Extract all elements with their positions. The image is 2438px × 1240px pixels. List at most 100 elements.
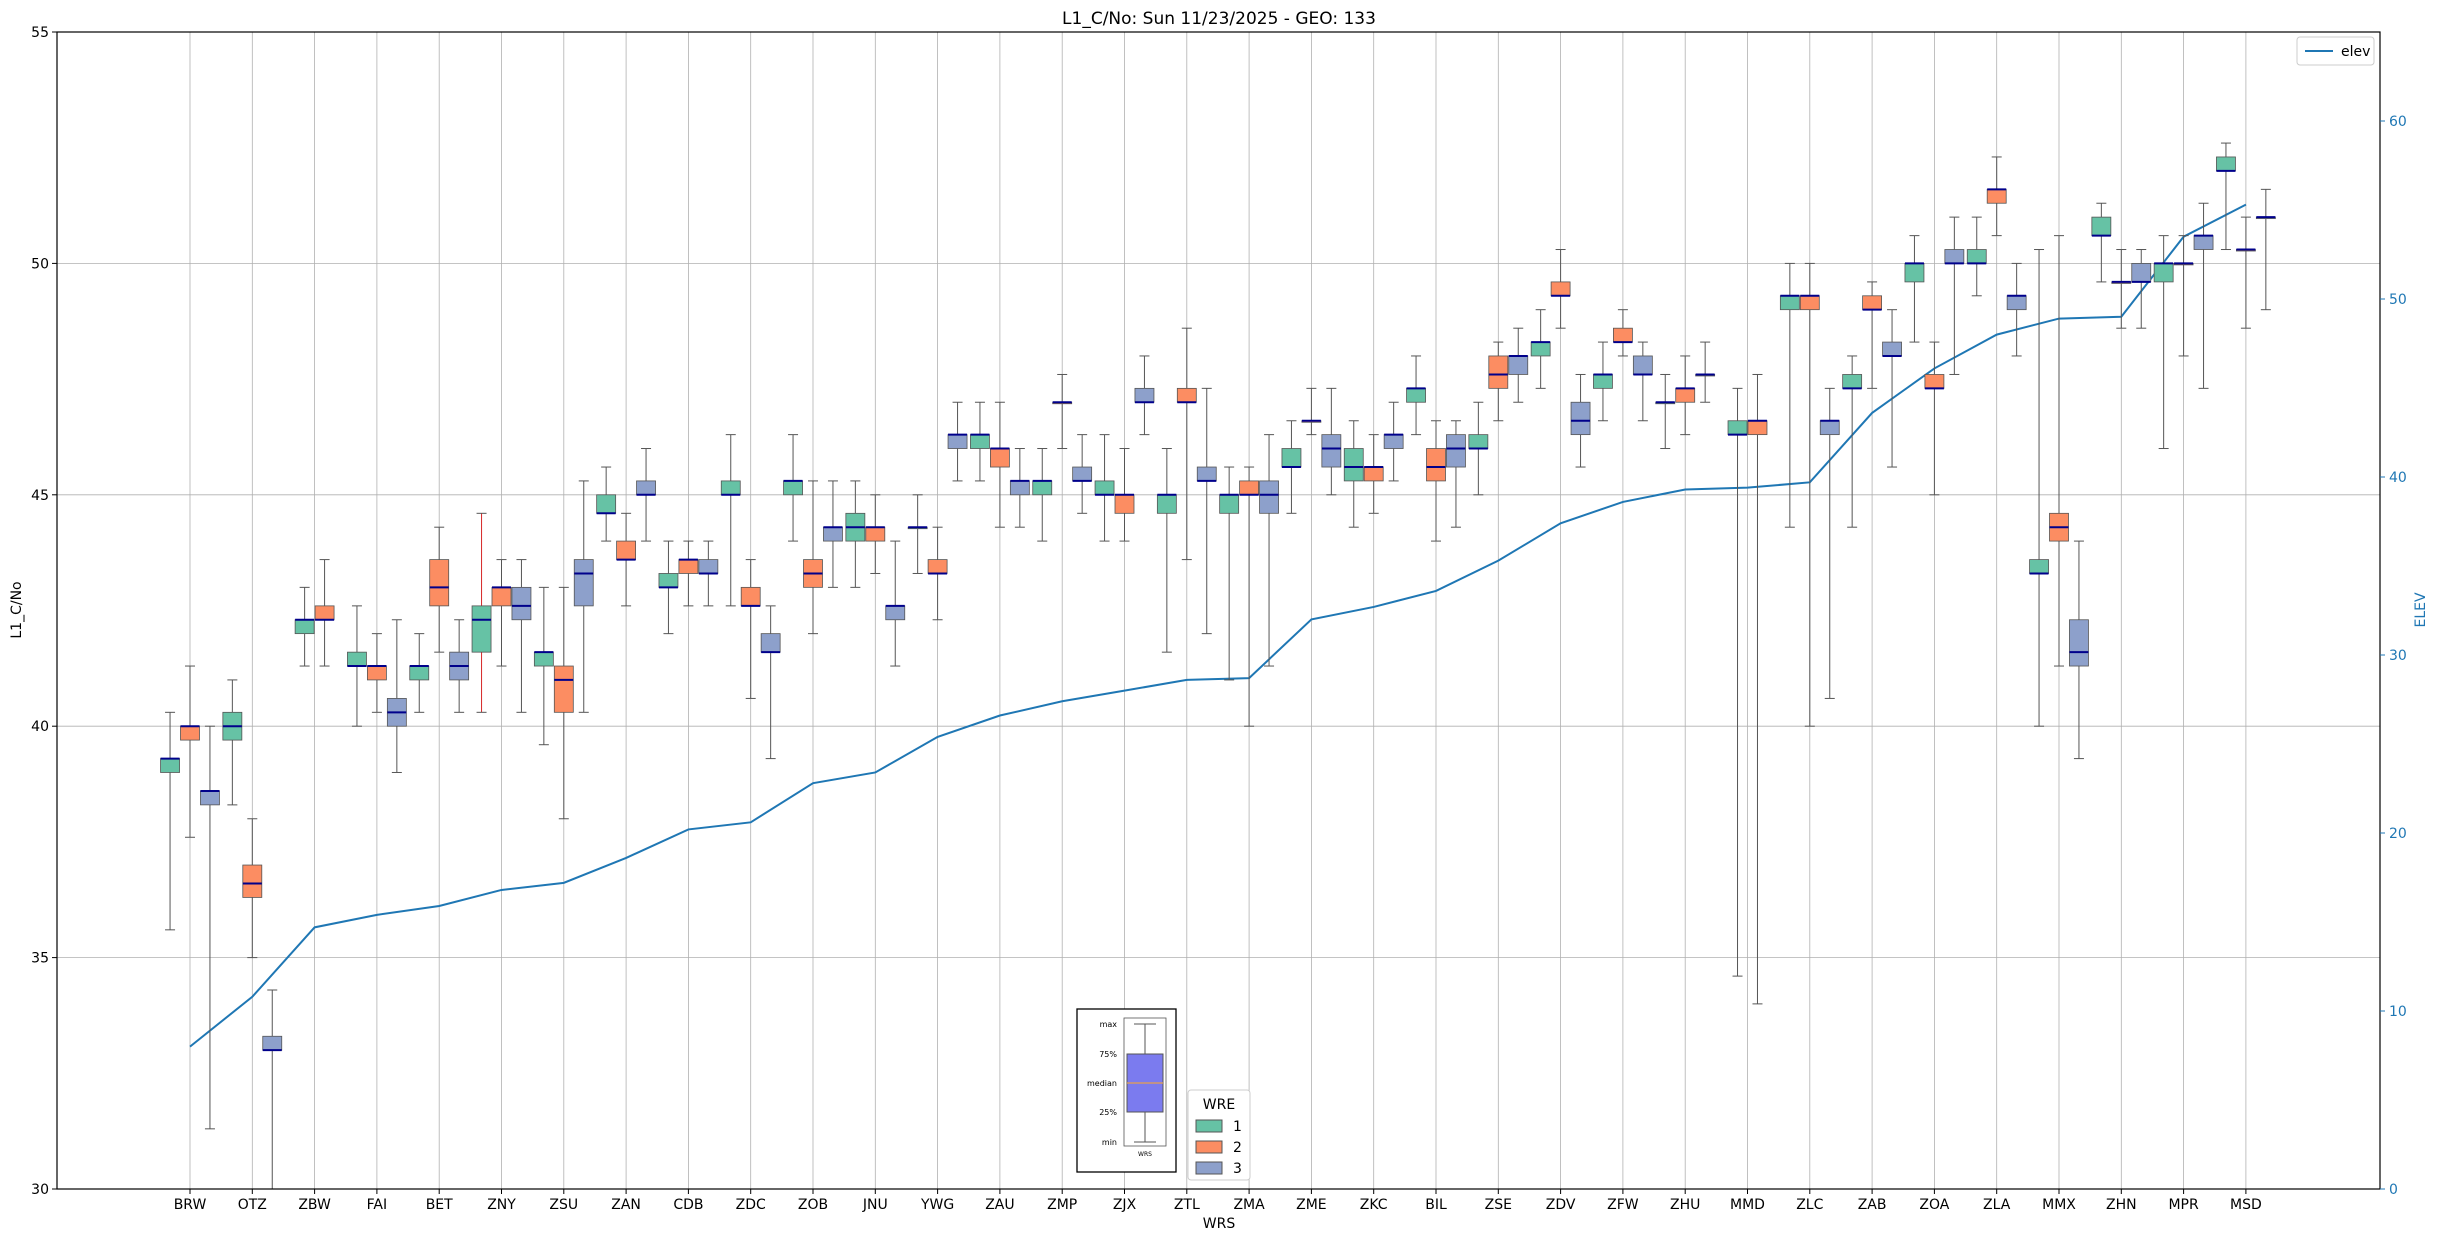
- box-msd-wre3: [2255, 188, 2276, 311]
- box-body: [1924, 374, 1945, 389]
- box-body: [1259, 480, 1279, 514]
- y2-tick-label: 20: [2389, 826, 2407, 842]
- box-body: [200, 790, 220, 806]
- box-body: [1779, 295, 1800, 311]
- box-brw-wre1: [160, 711, 180, 931]
- box-zhu-wre3: [1695, 341, 1716, 403]
- x-tick-label: ZLC: [1796, 1197, 1823, 1213]
- box-zsu-wre3: [573, 480, 594, 713]
- key-label-median: median: [1087, 1079, 1117, 1088]
- x-tick-label: ZSE: [1485, 1197, 1512, 1213]
- box-zbw-wre2: [314, 559, 335, 667]
- box-zny-wre3: [511, 559, 532, 713]
- box-zse-wre2: [1488, 341, 1509, 422]
- elev-legend[interactable]: elev: [2296, 36, 2375, 66]
- box-body: [1134, 387, 1155, 403]
- box-body: [947, 434, 968, 449]
- box-zan-wre2: [616, 512, 636, 607]
- box-body: [865, 526, 886, 542]
- x-tick-label: BIL: [1425, 1197, 1447, 1213]
- key-label-75: 75%: [1099, 1050, 1117, 1059]
- y-tick-label: 50: [31, 256, 49, 272]
- y-tick-label: 40: [31, 719, 49, 735]
- box-body: [678, 559, 699, 574]
- box-zan-wre1: [596, 466, 617, 542]
- box-body: [698, 559, 719, 574]
- x-tick-label: ZLA: [1983, 1197, 2011, 1213]
- box-body: [1343, 448, 1364, 482]
- box-body: [1406, 387, 1426, 403]
- box-body: [1530, 341, 1551, 357]
- key-xlabel: WRS: [1138, 1151, 1152, 1158]
- x-tick-label: ZHN: [2106, 1197, 2137, 1213]
- box-zjx-wre2: [1114, 448, 1135, 542]
- box-bet-wre2: [429, 526, 450, 653]
- wre-legend[interactable]: WRE 1 2 3: [1187, 1089, 1251, 1181]
- x-tick-label: ZBW: [298, 1197, 331, 1213]
- box-body: [1508, 355, 1529, 375]
- box-zse-wre1: [1468, 401, 1489, 496]
- box-body: [1468, 434, 1489, 449]
- box-body: [1176, 387, 1197, 403]
- box-body: [1882, 341, 1902, 357]
- box-jnu-wre3: [885, 540, 906, 667]
- box-mmd-wre2: [1747, 373, 1768, 1005]
- box-zme-wre2: [1301, 387, 1322, 436]
- wre-legend-label-1: 1: [1233, 1119, 1242, 1135]
- box-cdb-wre3: [698, 540, 719, 607]
- y-axis-label: L1_C/No: [9, 581, 25, 638]
- box-body: [970, 434, 990, 449]
- box-body: [1819, 420, 1840, 436]
- box-zkc-wre2: [1363, 434, 1384, 514]
- box-body: [990, 448, 1010, 468]
- box-body: [2006, 295, 2027, 311]
- box-zla-wre3: [2006, 262, 2027, 357]
- y2-tick-label: 10: [2389, 1004, 2407, 1020]
- box-body: [2091, 216, 2112, 237]
- box-body: [294, 619, 315, 635]
- box-bet-wre1: [409, 633, 430, 713]
- x-tick-label: ZOA: [1919, 1197, 1949, 1213]
- box-body: [511, 586, 532, 621]
- box-zab-wre1: [1842, 355, 1863, 528]
- y-tick-label: 35: [31, 951, 49, 967]
- box-zla-wre1: [1966, 216, 1987, 297]
- box-ywg-wre1: [907, 494, 928, 574]
- box-body: [429, 559, 450, 607]
- box-body: [1072, 466, 1093, 482]
- wre-legend-swatch-1: [1195, 1119, 1223, 1133]
- box-msd-wre2: [2235, 216, 2256, 329]
- x-tick-label: FAI: [367, 1197, 387, 1213]
- box-zhn-wre2: [2111, 249, 2132, 329]
- box-zsu-wre1: [533, 586, 554, 746]
- box-ywg-wre2: [927, 526, 948, 621]
- x-tick-label: ZFW: [1607, 1197, 1639, 1213]
- box-body: [1862, 295, 1882, 311]
- box-zab-wre2: [1862, 281, 1882, 389]
- boxes-layer: [160, 142, 2276, 1190]
- box-zdv-wre3: [1570, 373, 1591, 468]
- box-body: [1675, 387, 1696, 403]
- box-ywg-wre3: [947, 401, 968, 482]
- box-zme-wre1: [1281, 420, 1302, 514]
- wre-legend-title: WRE: [1203, 1097, 1235, 1113]
- box-body: [180, 725, 200, 741]
- box-body: [1114, 494, 1135, 514]
- box-body: [783, 480, 803, 496]
- elev-line-layer: [189, 203, 2247, 1048]
- box-body: [760, 633, 781, 653]
- box-body: [573, 559, 594, 607]
- box-zdc-wre1: [720, 434, 741, 607]
- key-label-25: 25%: [1099, 1108, 1117, 1117]
- x-tick-label: ZHU: [1670, 1197, 1700, 1213]
- y2-tick-label: 40: [2389, 470, 2407, 486]
- box-body: [2131, 262, 2152, 283]
- box-body: [1593, 374, 1613, 389]
- y2-tick-label: 50: [2389, 292, 2407, 308]
- box-fai-wre1: [347, 605, 367, 727]
- wre-legend-frame: [1187, 1089, 1251, 1181]
- box-body: [1944, 249, 1965, 264]
- x-tick-label: ZKC: [1360, 1197, 1388, 1213]
- x-tick-label: ZTL: [1174, 1197, 1200, 1213]
